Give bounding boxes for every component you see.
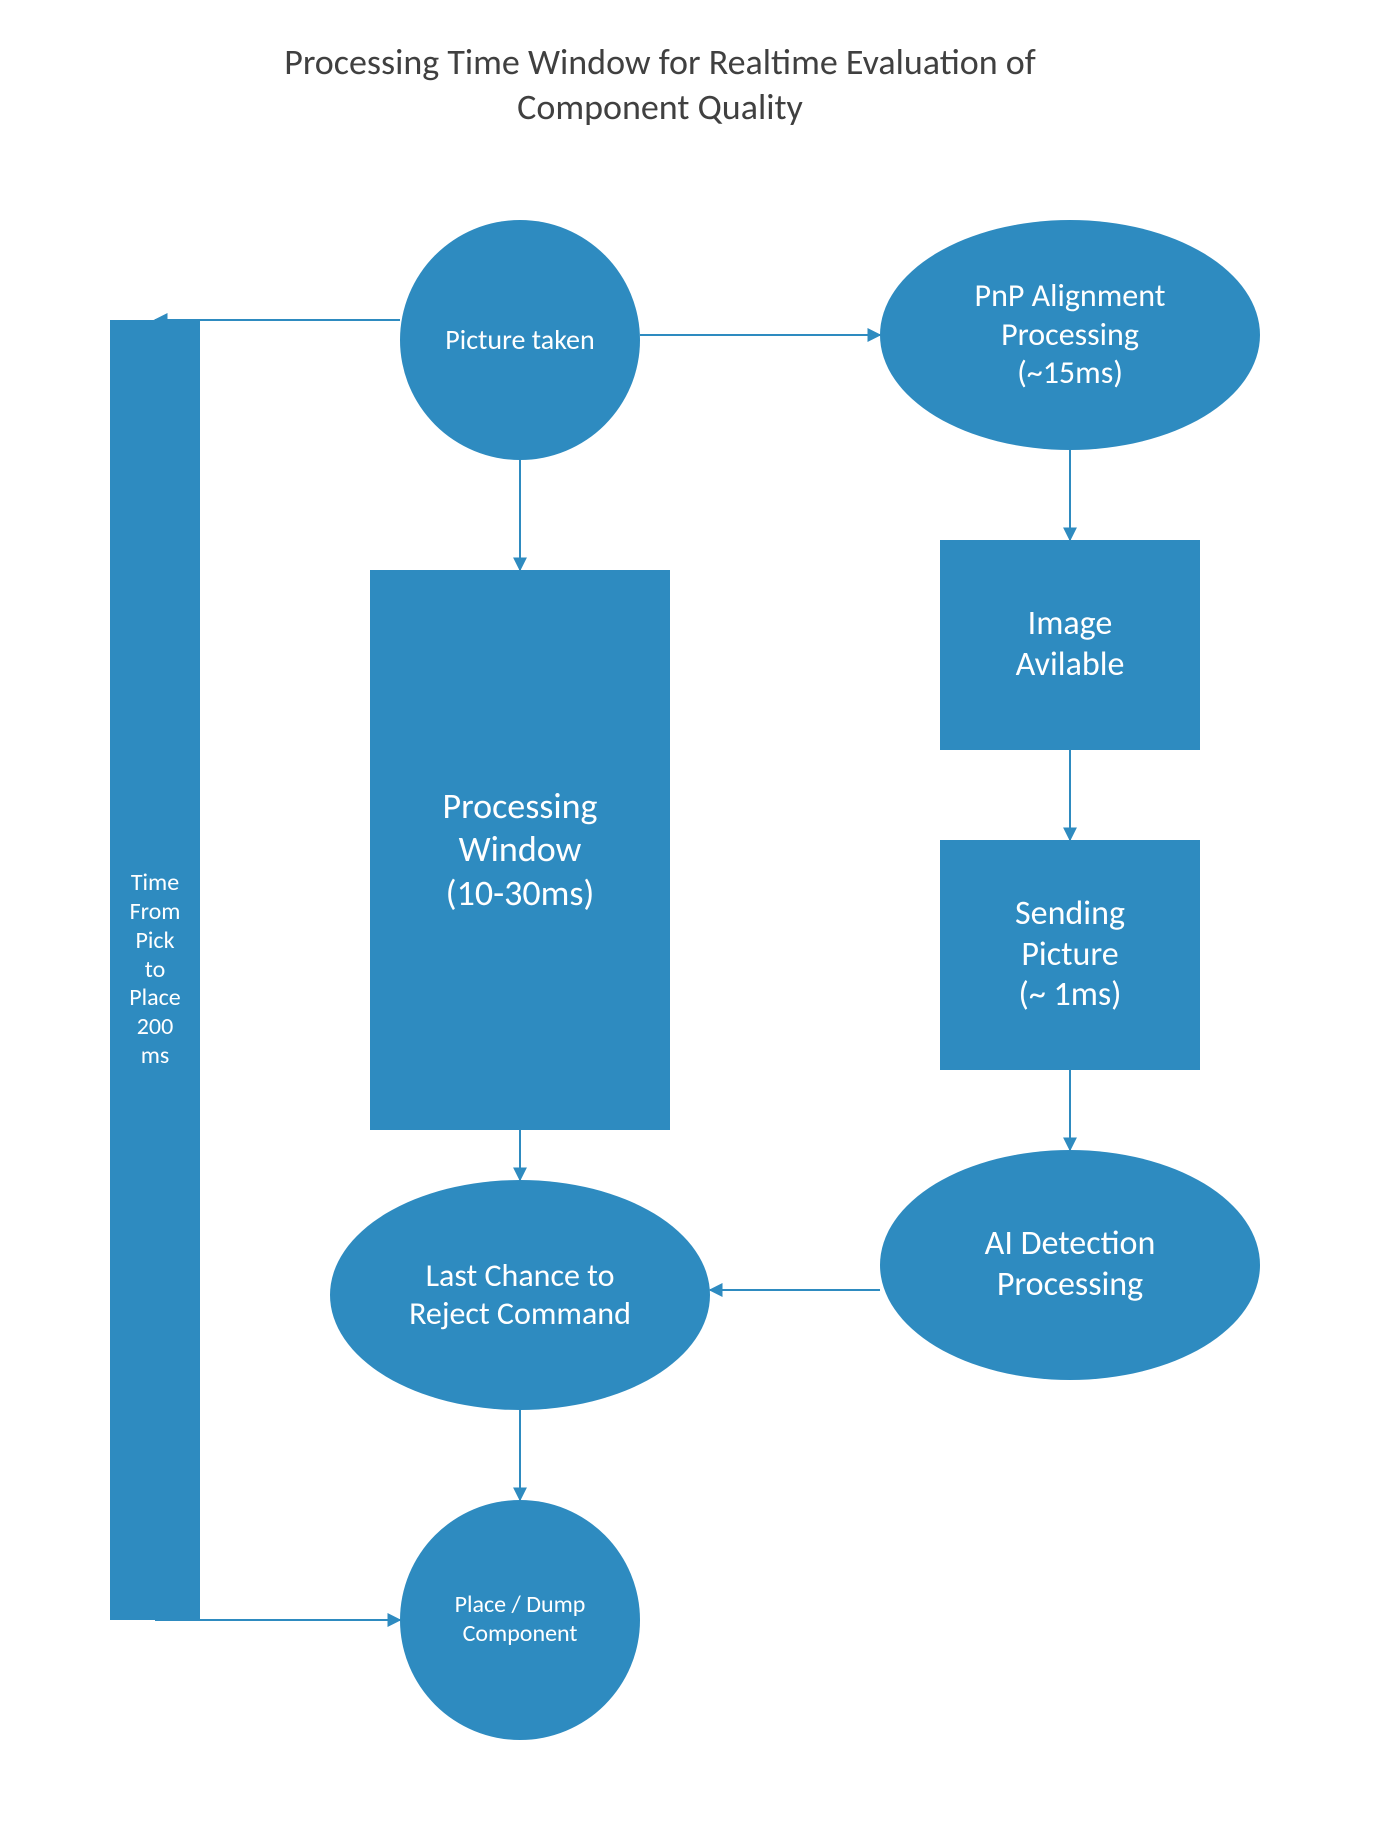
node-timebar: Time From Pick to Place 200 ms	[110, 320, 200, 1620]
diagram-canvas: Processing Time Window for Realtime Eval…	[0, 0, 1384, 1844]
node-image-available: Image Avilable	[940, 540, 1200, 750]
node-processing-window: Processing Window (10-30ms)	[370, 570, 670, 1130]
node-label: Picture taken	[445, 323, 594, 357]
node-pnp: PnP Alignment Processing (~15ms)	[880, 220, 1260, 450]
node-picture-taken: Picture taken	[400, 220, 640, 460]
node-label: Processing Window (10-30ms)	[443, 785, 598, 915]
node-label: AI Detection Processing	[985, 1224, 1156, 1306]
node-ai-detection: AI Detection Processing	[880, 1150, 1260, 1380]
node-label: Time From Pick to Place 200 ms	[129, 869, 181, 1071]
node-label: Last Chance to Reject Command	[409, 1257, 631, 1334]
node-label: Image Avilable	[1016, 604, 1125, 686]
node-label: Place / Dump Component	[455, 1591, 586, 1649]
diagram-title: Processing Time Window for Realtime Eval…	[170, 40, 1150, 130]
node-place-dump: Place / Dump Component	[400, 1500, 640, 1740]
node-label: Sending Picture (~ 1ms)	[1015, 894, 1125, 1016]
node-sending-picture: Sending Picture (~ 1ms)	[940, 840, 1200, 1070]
node-label: PnP Alignment Processing (~15ms)	[975, 277, 1166, 392]
node-last-chance: Last Chance to Reject Command	[330, 1180, 710, 1410]
